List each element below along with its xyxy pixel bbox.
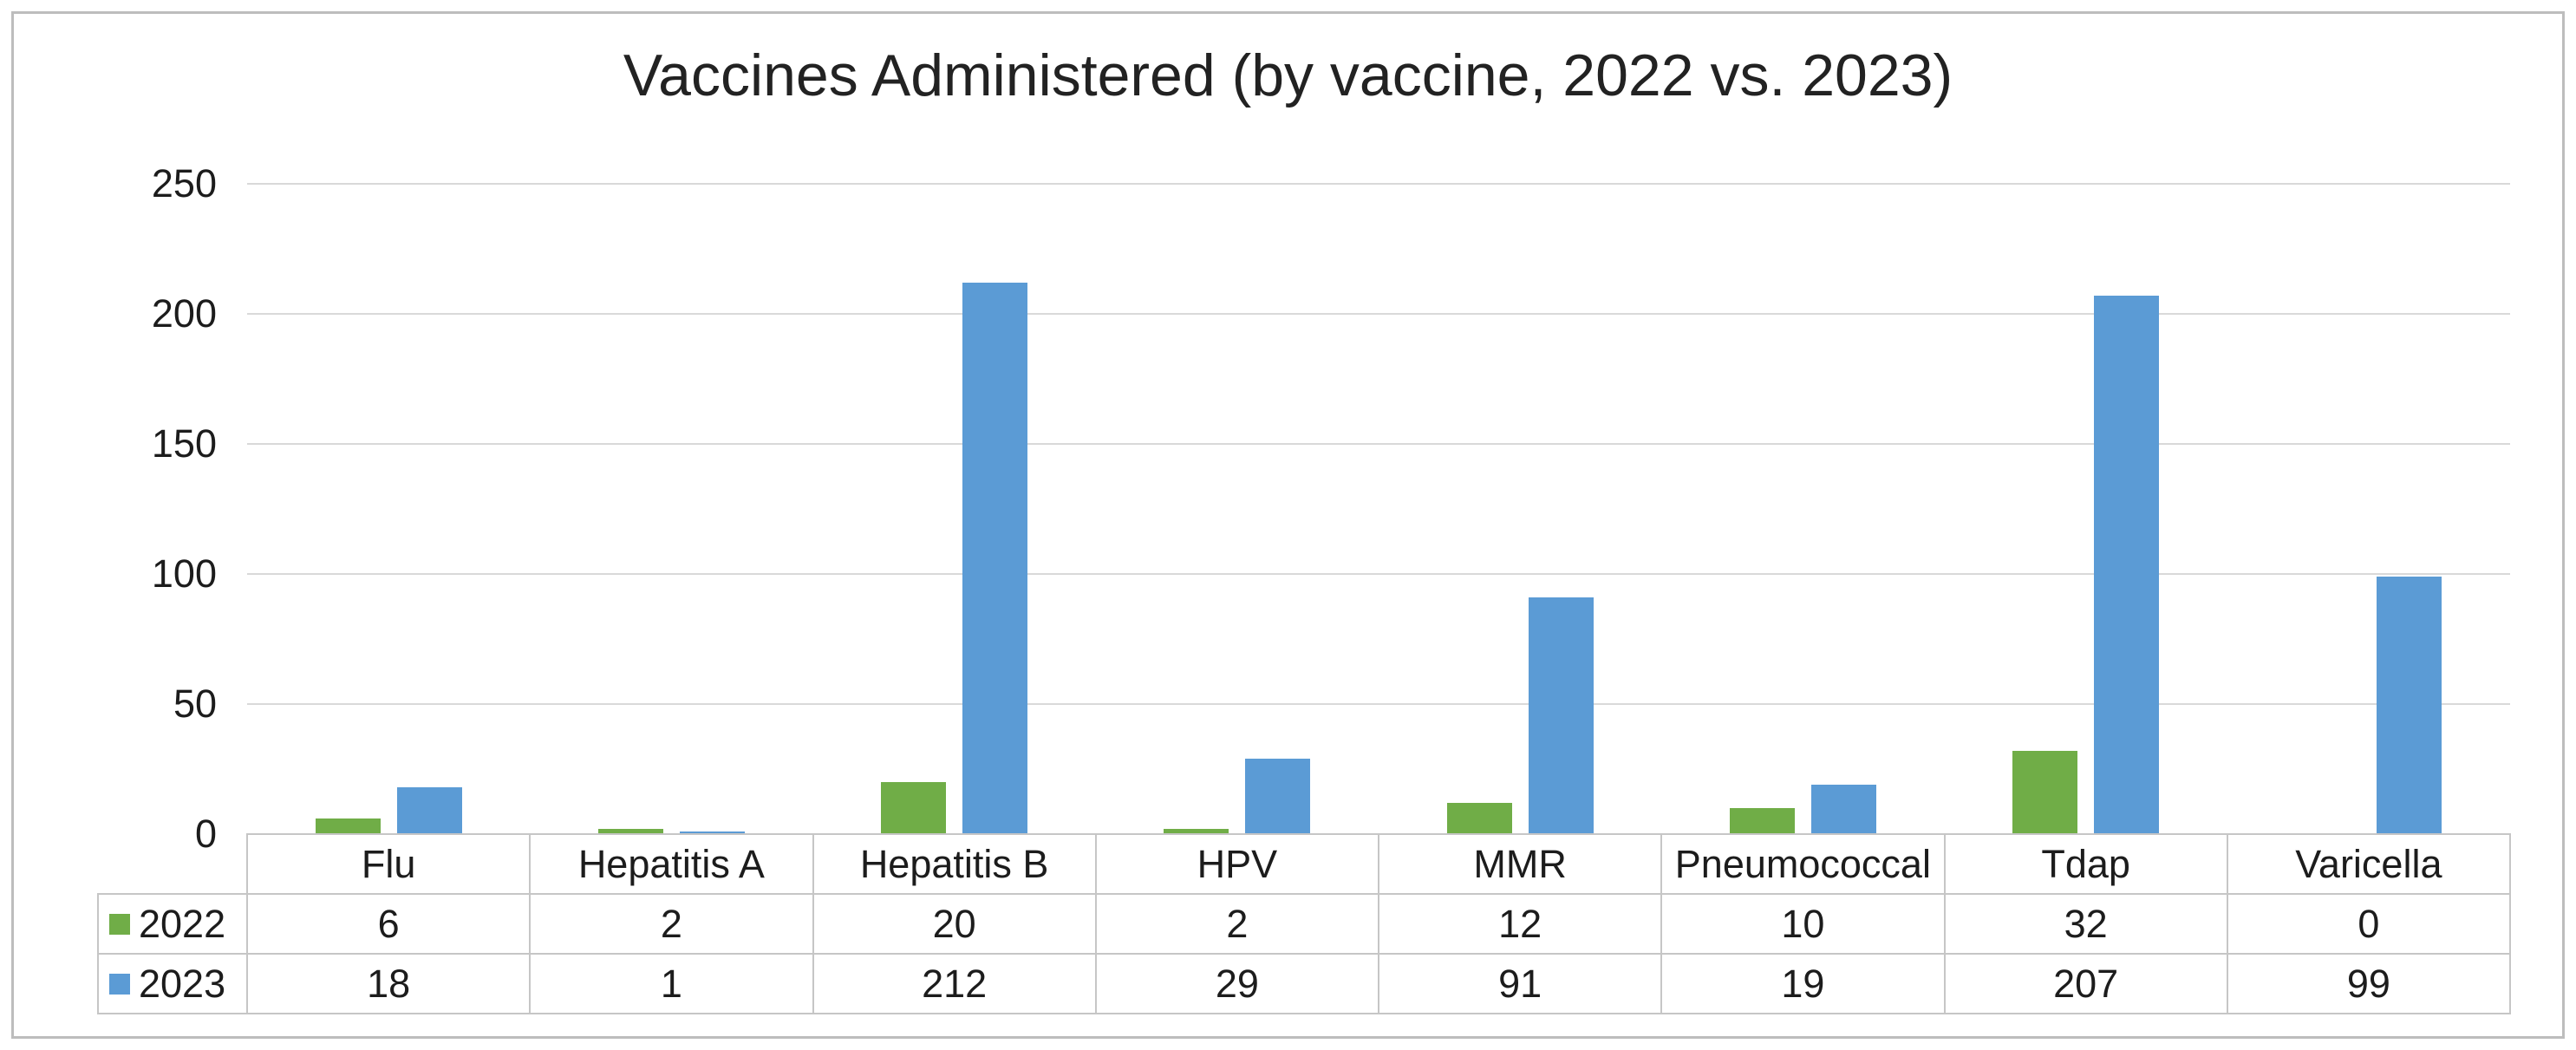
table-cell-2022-tdap: 32: [2064, 901, 2108, 946]
table-header-hepatitis-b: Hepatitis B: [859, 841, 1049, 886]
chart-title: Vaccines Administered (by vaccine, 2022 …: [623, 42, 1953, 108]
table-border-v0: [246, 833, 248, 1014]
table-row-header-2022: 2022: [99, 894, 256, 954]
table-cell-2023-varicella: 99: [2346, 961, 2390, 1006]
table-cell-2023-flu: 18: [367, 961, 411, 1006]
y-axis-tick-label-250: 250: [151, 161, 217, 205]
table-cell-2022-hpv: 2: [1226, 901, 1249, 946]
bar-2022-tdap: [2012, 751, 2078, 834]
bar-2022-hpv: [1164, 829, 1229, 834]
bar-2022-hepatitis-a: [597, 829, 663, 834]
table-header-flu: Flu: [361, 841, 416, 886]
table-border-v1: [529, 833, 532, 1014]
table-border-v5: [1660, 833, 1663, 1014]
table-header-hepatitis-a: Hepatitis A: [577, 841, 765, 886]
bar-2023-mmr: [1528, 597, 1594, 834]
table-header-varicella: Varicella: [2295, 841, 2442, 886]
table-cell-2022-hepatitis-a: 2: [660, 901, 682, 946]
table-header-mmr: MMR: [1473, 841, 1567, 886]
bar-2023-varicella: [2377, 577, 2442, 834]
table-border-h1: [97, 953, 2510, 955]
legend-key-2022: [109, 913, 130, 935]
series-label-2022: 2022: [139, 901, 226, 946]
gridline-200: [247, 313, 2510, 315]
bar-2023-hpv: [1245, 759, 1311, 834]
table-cell-2022-pneumococcal: 10: [1781, 901, 1825, 946]
bar-2022-hepatitis-b: [881, 782, 947, 834]
gridline-150: [247, 443, 2510, 445]
table-cell-2023-tdap: 207: [2053, 961, 2119, 1006]
gridline-50: [247, 703, 2510, 705]
table-cell-2022-varicella: 0: [2358, 901, 2380, 946]
y-axis-tick-label-0: 0: [194, 812, 217, 856]
table-cell-2022-hepatitis-b: 20: [932, 901, 976, 946]
table-border-v6: [1943, 833, 1946, 1014]
gridline-250: [247, 183, 2510, 185]
bar-2022-pneumococcal: [1729, 808, 1795, 834]
table-border-v4: [1378, 833, 1379, 1014]
table-cell-2023-mmr: 91: [1498, 961, 1542, 1006]
table-border-h2: [97, 1013, 2510, 1014]
table-cell-2023-hpv: 29: [1215, 961, 1259, 1006]
table-border-v2: [812, 833, 814, 1014]
y-axis-tick-label-200: 200: [151, 291, 217, 336]
table-cell-2023-pneumococcal: 19: [1781, 961, 1825, 1006]
table-border-h0: [97, 893, 2510, 895]
gridline-100: [247, 573, 2510, 575]
bar-2022-mmr: [1446, 803, 1512, 834]
legend-key-2023: [109, 973, 130, 995]
table-cell-2023-hepatitis-b: 212: [922, 961, 988, 1006]
table-border-labelcol-left: [97, 893, 99, 1014]
bar-2023-hepatitis-a: [679, 832, 745, 834]
bar-2023-hepatitis-b: [962, 283, 1028, 834]
series-label-2023: 2023: [139, 961, 226, 1006]
table-border-v3: [1094, 833, 1097, 1014]
table-border-v8: [2509, 833, 2511, 1014]
bar-2023-tdap: [2094, 296, 2160, 834]
y-axis-tick-label-50: 50: [173, 682, 217, 726]
bar-2023-flu: [396, 787, 462, 834]
table-cell-2023-hepatitis-a: 1: [660, 961, 682, 1006]
y-axis-tick-label-150: 150: [151, 421, 217, 466]
table-border-v7: [2226, 833, 2228, 1014]
table-cell-2022-flu: 6: [377, 901, 400, 946]
y-axis-tick-label-100: 100: [151, 551, 217, 596]
table-header-tdap: Tdap: [2041, 841, 2130, 886]
bar-2023-pneumococcal: [1810, 785, 1876, 834]
table-header-hpv: HPV: [1197, 841, 1278, 886]
table-header-pneumococcal: Pneumococcal: [1674, 841, 1931, 886]
table-cell-2022-mmr: 12: [1498, 901, 1542, 946]
bar-2022-flu: [315, 818, 381, 834]
table-row-header-2023: 2023: [99, 954, 256, 1014]
